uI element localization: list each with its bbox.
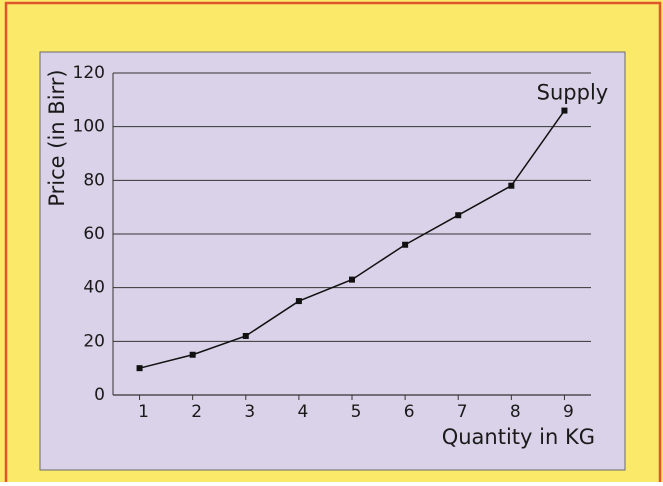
x-tick-label: 7 — [457, 402, 468, 422]
data-point — [402, 241, 409, 248]
y-tick-label: 0 — [94, 385, 105, 405]
x-tick-label: 5 — [351, 402, 362, 422]
data-point — [295, 298, 302, 305]
series-label: Supply — [537, 81, 609, 105]
data-point — [349, 276, 355, 283]
x-tick-label: 9 — [563, 402, 574, 422]
data-point — [455, 212, 462, 219]
x-tick-label: 4 — [297, 402, 308, 422]
plot-panel — [39, 51, 626, 471]
data-point — [189, 351, 196, 358]
data-point — [561, 107, 568, 114]
y-tick-label: 40 — [83, 278, 105, 298]
data-point — [508, 182, 515, 189]
frame-border — [4, 1, 662, 482]
x-tick-label: 6 — [404, 402, 415, 422]
x-axis-title: Quantity in KG — [442, 425, 595, 449]
y-tick-label: 60 — [83, 224, 105, 244]
y-tick-label: 20 — [83, 331, 105, 351]
data-point — [242, 332, 249, 339]
y-tick-label: 120 — [73, 63, 105, 83]
x-tick-label: 2 — [191, 402, 202, 422]
x-tick-label: 1 — [138, 402, 149, 422]
data-point — [136, 365, 143, 372]
y-axis-title: Price (in Birr) — [45, 69, 69, 206]
x-tick-label: 8 — [510, 402, 521, 422]
y-tick-label: 80 — [83, 170, 105, 190]
x-tick-label: 3 — [244, 402, 255, 422]
y-tick-label: 100 — [73, 117, 105, 137]
